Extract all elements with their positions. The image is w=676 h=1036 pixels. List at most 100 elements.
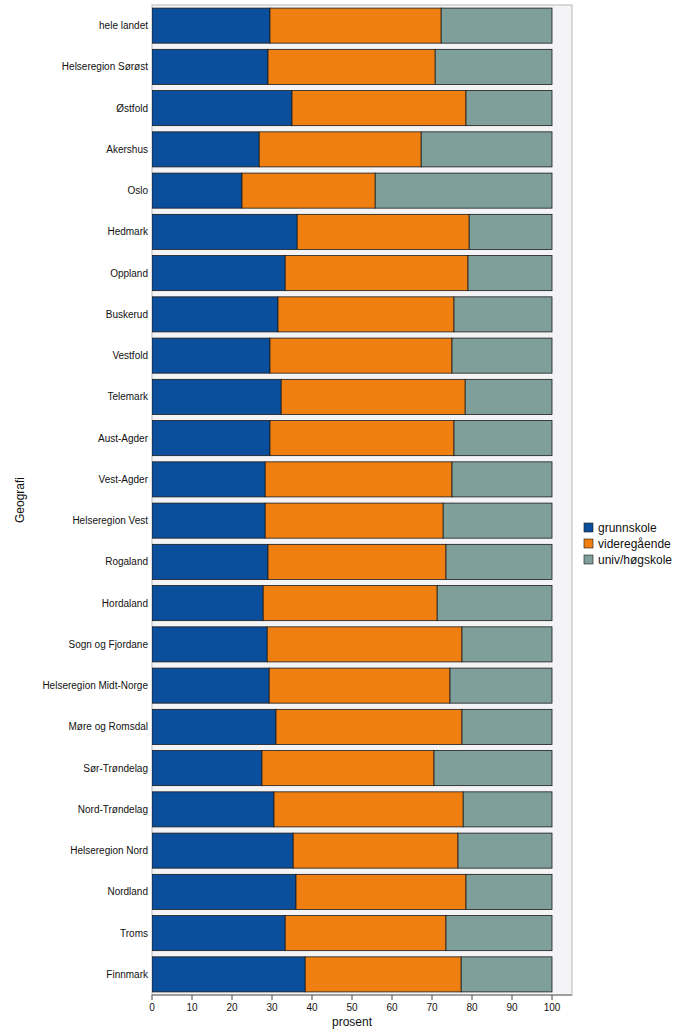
category-label: Akershus: [106, 144, 148, 155]
category-label: Vestfold: [112, 350, 148, 361]
bar-segment: [152, 957, 305, 992]
bar-segment: [452, 462, 552, 497]
bar-segment: [152, 297, 278, 332]
x-tick: [152, 995, 153, 1000]
bar-segment: [285, 256, 468, 291]
x-tick-label: 70: [426, 1002, 438, 1013]
category-label: Sogn og Fjordane: [68, 639, 148, 650]
category-label: Buskerud: [106, 309, 148, 320]
bar-segment: [270, 8, 441, 43]
bar-segment: [437, 586, 552, 621]
category-label: Nordland: [107, 886, 148, 897]
bar-segment: [305, 957, 461, 992]
bar-segment: [270, 421, 454, 456]
y-axis-label: Geografi: [13, 477, 27, 523]
category-label: Østfold: [116, 103, 148, 114]
bar-segment: [421, 132, 552, 167]
bar-segment: [465, 379, 552, 414]
category-label: hele landet: [99, 20, 148, 31]
x-tick: [392, 995, 393, 1000]
bar-segment: [152, 627, 267, 662]
bar-segment: [265, 503, 443, 538]
bar-segment: [462, 627, 552, 662]
x-tick-label: 0: [149, 1002, 155, 1013]
bar-segment: [375, 173, 552, 208]
bar-segment: [296, 874, 466, 909]
bar-segment: [152, 751, 262, 786]
category-label: Hedmark: [107, 226, 149, 237]
x-tick: [552, 995, 553, 1000]
bar-segment: [152, 132, 259, 167]
bar-segment: [152, 462, 265, 497]
bar-segment: [454, 421, 552, 456]
bar-segment: [152, 874, 296, 909]
x-axis-label: prosent: [332, 1015, 373, 1029]
x-tick-label: 40: [306, 1002, 318, 1013]
bar-segment: [461, 957, 552, 992]
legend-label: univ/høgskole: [598, 553, 672, 567]
bar-segment: [463, 792, 552, 827]
category-label: Helseregion Vest: [72, 515, 148, 526]
bar-segment: [259, 132, 421, 167]
bar-segment: [152, 544, 268, 579]
x-tick: [512, 995, 513, 1000]
bar-segment: [269, 668, 450, 703]
category-label: Aust-Agder: [98, 433, 149, 444]
bar-segment: [434, 751, 552, 786]
x-tick-label: 10: [186, 1002, 198, 1013]
bar-segment: [268, 544, 446, 579]
bar-segment: [152, 833, 293, 868]
bar-segment: [265, 462, 452, 497]
x-tick-label: 100: [544, 1002, 561, 1013]
bar-segment: [446, 544, 552, 579]
bar-segment: [152, 91, 292, 126]
category-label: Oppland: [110, 268, 148, 279]
bar-segment: [450, 668, 552, 703]
plot-area: [152, 5, 572, 995]
x-axis: [152, 995, 572, 996]
category-label: Oslo: [127, 185, 148, 196]
bar-segment: [152, 916, 285, 951]
category-label: Nord-Trøndelag: [78, 804, 148, 815]
bar-segment: [152, 8, 270, 43]
bar-segment: [285, 916, 446, 951]
bar-segment: [152, 586, 263, 621]
bar-segment: [270, 338, 452, 373]
x-tick: [192, 995, 193, 1000]
bar-segment: [443, 503, 552, 538]
legend: grunnskolevideregåendeuniv/høgskole: [584, 521, 672, 567]
bar-segment: [152, 173, 242, 208]
category-label: Hordaland: [102, 598, 148, 609]
bar-segment: [446, 916, 552, 951]
bar-segment: [466, 91, 552, 126]
legend-label: grunnskole: [598, 521, 657, 535]
bar-segment: [152, 256, 285, 291]
bar-segment: [276, 709, 462, 744]
bar-segment: [152, 792, 274, 827]
category-label: Finnmark: [106, 969, 149, 980]
legend-swatch: [584, 523, 593, 532]
bar-segment: [242, 173, 375, 208]
category-label: Helseregion Midt-Norge: [42, 680, 148, 691]
category-label: Troms: [120, 928, 148, 939]
bar-segment: [435, 49, 552, 84]
bar-segment: [468, 256, 552, 291]
chart: hele landetHelseregion SørøstØstfoldAker…: [0, 0, 676, 1036]
bar-segment: [152, 503, 265, 538]
category-label: Møre og Romsdal: [69, 721, 148, 732]
x-tick: [312, 995, 313, 1000]
x-tick-label: 50: [346, 1002, 358, 1013]
bar-segment: [278, 297, 454, 332]
x-tick: [352, 995, 353, 1000]
bar-segment: [152, 49, 268, 84]
category-label: Vest-Agder: [99, 474, 149, 485]
bar-segment: [152, 421, 270, 456]
x-tick-label: 90: [506, 1002, 518, 1013]
bar-segment: [152, 709, 276, 744]
category-label: Sør-Trøndelag: [83, 763, 148, 774]
bar-segment: [441, 8, 552, 43]
legend-swatch: [584, 539, 593, 548]
x-tick: [432, 995, 433, 1000]
category-label: Telemark: [107, 391, 149, 402]
x-tick-label: 20: [226, 1002, 238, 1013]
